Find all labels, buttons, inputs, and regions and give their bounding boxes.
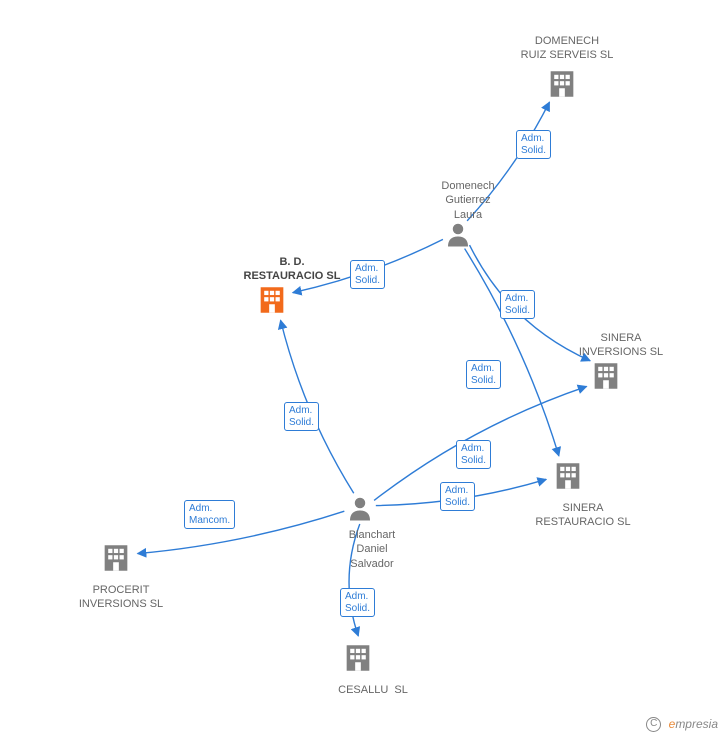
node-label: Blanchart Daniel Salvador [332,528,412,571]
edge-label: Adm. Solid. [340,588,375,617]
building-icon [551,459,585,498]
building-icon [589,359,623,398]
edge-label: Adm. Solid. [284,402,319,431]
node-label: SINERA RESTAURACIO SL [523,501,643,530]
building-icon [545,67,579,106]
person-icon [345,493,375,528]
node-label: PROCERIT INVERSIONS SL [71,583,171,612]
copyright-icon: C [646,717,661,732]
person-icon [443,219,473,254]
edge [465,249,559,456]
edge-label: Adm. Solid. [350,260,385,289]
node-label: CESALLU SL [323,683,423,697]
edge-label: Adm. Mancom. [184,500,235,529]
node-label: Domenech Gutierrez Laura [428,179,508,222]
node-label: B. D. RESTAURACIO SL [232,255,352,284]
edge-label: Adm. Solid. [466,360,501,389]
edge-label: Adm. Solid. [456,440,491,469]
building-icon [99,541,133,580]
edge [138,511,345,553]
building-icon [341,641,375,680]
footer-attribution: C empresia [646,717,718,732]
building-icon [255,283,289,322]
brand-label: empresia [669,717,718,731]
edge-label: Adm. Solid. [500,290,535,319]
edge-label: Adm. Solid. [440,482,475,511]
edge-label: Adm. Solid. [516,130,551,159]
node-label: SINERA INVERSIONS SL [566,331,676,360]
node-label: DOMENECH RUIZ SERVEIS SL [512,34,622,63]
